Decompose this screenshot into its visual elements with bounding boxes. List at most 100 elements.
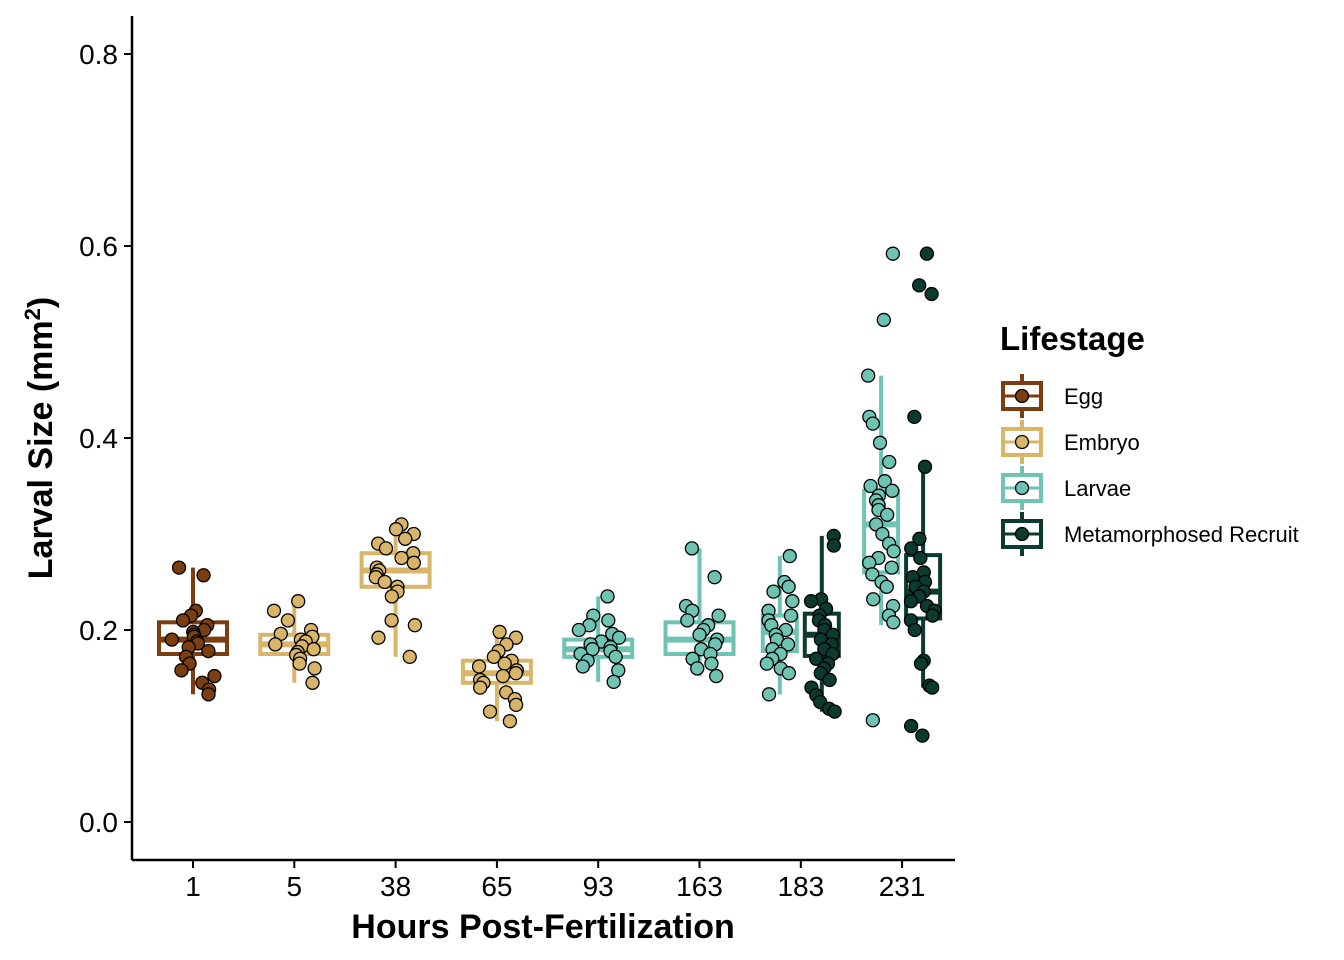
data-point bbox=[394, 550, 409, 566]
data-point bbox=[171, 560, 187, 575]
box-group bbox=[460, 624, 533, 729]
data-point bbox=[925, 680, 940, 695]
data-point bbox=[709, 668, 724, 684]
x-tick-label: 231 bbox=[879, 871, 926, 902]
data-point bbox=[827, 704, 842, 719]
data-point bbox=[508, 666, 524, 681]
data-point bbox=[291, 594, 306, 609]
data-point bbox=[865, 713, 880, 728]
data-point bbox=[903, 594, 919, 609]
data-point bbox=[201, 643, 216, 659]
data-point bbox=[803, 594, 819, 609]
y-tick-label: 0.2 bbox=[79, 615, 118, 646]
data-point bbox=[872, 435, 888, 450]
data-point bbox=[407, 618, 423, 633]
legend-label: Embryo bbox=[1064, 430, 1140, 455]
legend-item: Metamorphosed Recruit bbox=[1001, 512, 1299, 556]
box-group bbox=[157, 560, 229, 702]
data-point bbox=[877, 474, 892, 489]
data-point bbox=[707, 570, 722, 585]
data-point bbox=[497, 656, 512, 671]
data-point bbox=[201, 687, 216, 702]
data-point bbox=[861, 368, 876, 383]
x-tick-label: 38 bbox=[380, 871, 411, 902]
legend-label: Larvae bbox=[1064, 476, 1131, 501]
data-point bbox=[919, 246, 935, 261]
data-point bbox=[502, 714, 518, 729]
box-group bbox=[903, 246, 943, 743]
data-point bbox=[884, 560, 899, 575]
data-point bbox=[913, 656, 929, 671]
x-axis-title: Hours Post-Fertilization bbox=[351, 908, 734, 946]
data-point bbox=[886, 615, 901, 630]
data-point bbox=[785, 594, 800, 609]
data-point bbox=[608, 649, 623, 665]
data-point bbox=[377, 574, 392, 590]
data-point bbox=[761, 687, 777, 702]
data-point bbox=[783, 608, 799, 623]
data-point bbox=[486, 649, 502, 665]
box-group bbox=[258, 594, 331, 690]
data-point bbox=[826, 538, 841, 553]
data-point bbox=[766, 584, 781, 599]
data-point bbox=[780, 637, 796, 652]
data-point bbox=[266, 603, 282, 618]
plot-area bbox=[157, 246, 943, 743]
data-point bbox=[471, 659, 487, 674]
data-point bbox=[866, 592, 881, 607]
y-tick-label: 0.4 bbox=[79, 423, 118, 454]
box-group bbox=[562, 589, 635, 689]
legend-item: Embryo bbox=[1001, 420, 1140, 464]
box-group bbox=[759, 548, 800, 702]
y-axis-title-superscript: 2 bbox=[20, 308, 45, 320]
x-tick-label: 163 bbox=[676, 871, 723, 902]
data-point bbox=[388, 522, 404, 537]
y-tick-label: 0.6 bbox=[79, 231, 118, 262]
data-point bbox=[917, 459, 933, 474]
data-point bbox=[759, 656, 775, 671]
data-point bbox=[903, 718, 919, 734]
data-point bbox=[473, 680, 488, 695]
data-point bbox=[384, 589, 399, 604]
data-point bbox=[575, 659, 591, 674]
data-point bbox=[863, 478, 878, 494]
legend-key-point bbox=[1014, 526, 1030, 542]
legend-item: Larvae bbox=[1001, 466, 1131, 510]
data-point bbox=[508, 697, 524, 713]
data-point bbox=[904, 541, 919, 556]
y-tick-label: 0.0 bbox=[79, 807, 118, 838]
y-tick-label: 0.8 bbox=[79, 39, 118, 70]
data-point bbox=[495, 668, 511, 684]
data-point bbox=[876, 312, 891, 328]
data-point bbox=[692, 627, 707, 642]
data-point bbox=[196, 568, 211, 583]
legend-title: Lifestage bbox=[1000, 320, 1145, 357]
data-point bbox=[781, 579, 796, 594]
data-point bbox=[378, 541, 394, 556]
data-point bbox=[925, 608, 940, 623]
data-point bbox=[912, 278, 927, 293]
data-point bbox=[875, 526, 890, 542]
data-point bbox=[600, 589, 615, 604]
legend-item: Egg bbox=[1001, 374, 1103, 418]
data-point bbox=[690, 661, 705, 676]
x-tick-label: 183 bbox=[777, 871, 824, 902]
legend-label: Egg bbox=[1064, 384, 1103, 409]
legend: Lifestage Egg Embryo Larvae Metamorphosed R… bbox=[1000, 320, 1299, 556]
data-point bbox=[865, 567, 880, 582]
data-point bbox=[384, 613, 399, 628]
box-group bbox=[802, 528, 842, 719]
data-point bbox=[782, 548, 797, 564]
legend-key-point bbox=[1014, 480, 1030, 496]
legend-label: Metamorphosed Recruit bbox=[1064, 522, 1299, 547]
data-point bbox=[292, 656, 307, 671]
data-point bbox=[207, 668, 222, 684]
data-point bbox=[268, 637, 283, 652]
data-point bbox=[406, 555, 421, 570]
data-point bbox=[885, 483, 900, 498]
data-point bbox=[907, 409, 922, 425]
y-axis-title-main: Larval Size (mm bbox=[22, 320, 60, 579]
data-point bbox=[822, 672, 837, 688]
data-point bbox=[684, 541, 700, 556]
